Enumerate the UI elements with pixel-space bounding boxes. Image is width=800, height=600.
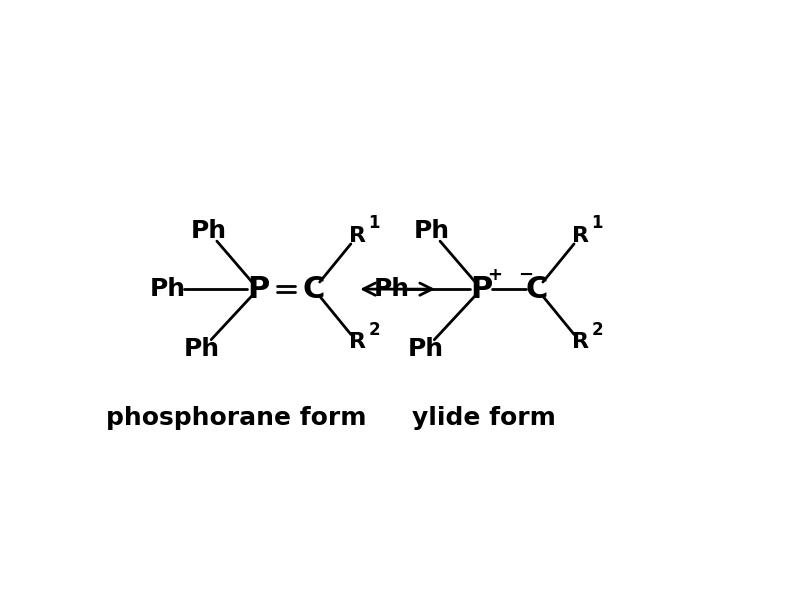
Text: 1: 1 [592, 214, 603, 232]
Text: C: C [302, 275, 325, 304]
FancyArrowPatch shape [363, 283, 432, 295]
Text: R: R [572, 226, 589, 246]
Text: Ph: Ph [150, 277, 186, 301]
Text: Ph: Ph [374, 277, 410, 301]
Text: ylide form: ylide form [413, 407, 556, 431]
Text: P: P [247, 275, 270, 304]
Text: Ph: Ph [190, 220, 226, 244]
Text: R: R [572, 332, 589, 352]
Text: phosphorane form: phosphorane form [106, 407, 366, 431]
Text: −: − [518, 266, 534, 284]
Text: R: R [349, 226, 366, 246]
Text: Ph: Ph [414, 220, 450, 244]
Text: 2: 2 [369, 320, 380, 338]
Text: 1: 1 [369, 214, 380, 232]
Text: R: R [349, 332, 366, 352]
Text: Ph: Ph [407, 337, 443, 361]
Text: P: P [470, 275, 493, 304]
Text: Ph: Ph [184, 337, 220, 361]
Text: C: C [526, 275, 548, 304]
Text: 2: 2 [592, 320, 603, 338]
Text: +: + [487, 266, 502, 284]
